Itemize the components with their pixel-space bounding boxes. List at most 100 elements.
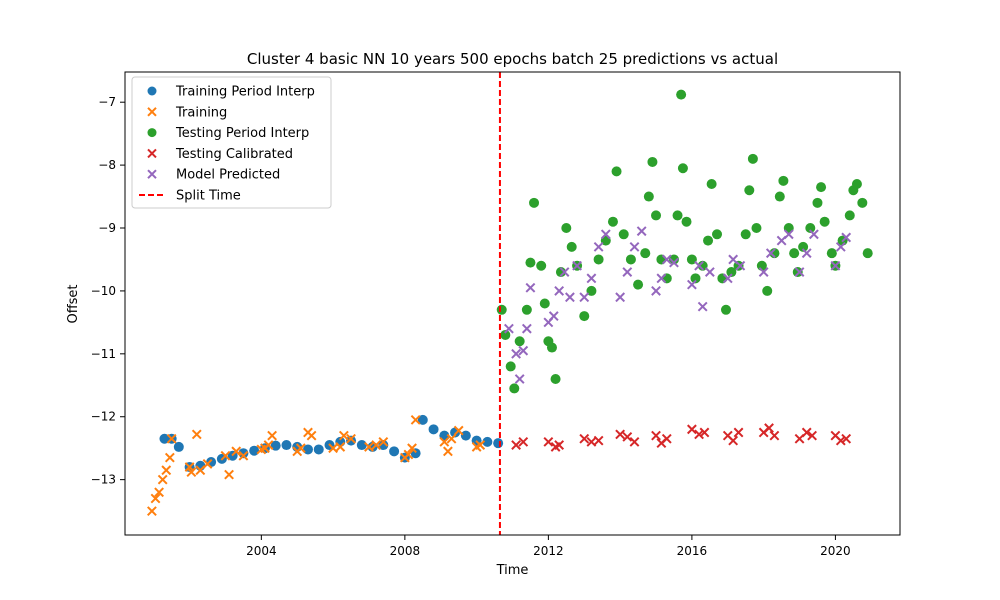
data-point <box>733 427 744 438</box>
data-point <box>792 267 803 278</box>
data-point <box>539 298 550 309</box>
data-point <box>364 442 374 452</box>
data-point <box>559 267 570 277</box>
data-point <box>328 443 339 454</box>
data-point <box>338 430 349 441</box>
data-point <box>521 304 532 315</box>
data-point <box>561 223 572 234</box>
data-point <box>694 260 704 271</box>
data-point <box>161 465 172 476</box>
data-point <box>514 374 525 384</box>
data-point <box>509 383 520 394</box>
legend-marker <box>147 107 157 117</box>
data-point <box>629 436 640 447</box>
data-point <box>529 197 540 208</box>
data-point <box>622 267 633 277</box>
axes-frame <box>124 71 901 536</box>
data-point <box>656 273 667 284</box>
legend-label: Model Predicted <box>176 168 280 183</box>
legend-marker <box>147 86 157 96</box>
data-point <box>808 229 819 240</box>
y-tick-label: −10 <box>91 284 116 298</box>
data-point <box>224 469 234 480</box>
y-tick-label: −8 <box>98 158 116 172</box>
data-point <box>720 304 731 315</box>
y-tick-label: −11 <box>91 347 116 361</box>
data-point <box>521 323 532 334</box>
data-point <box>669 257 679 268</box>
data-point <box>694 429 704 440</box>
data-point <box>686 279 697 290</box>
data-point <box>681 216 692 227</box>
data-point <box>238 448 249 459</box>
data-point <box>611 166 622 177</box>
data-point <box>647 156 658 167</box>
data-point <box>778 175 789 186</box>
data-point <box>844 210 855 221</box>
data-point <box>593 241 604 252</box>
data-point <box>851 178 862 189</box>
data-point <box>686 254 697 265</box>
data-point <box>835 435 846 446</box>
data-point <box>443 446 453 457</box>
axes: 2004 2008 2012 2016 2020 −13 −12 −11 −10 −9 −8 −7 <box>91 71 901 558</box>
data-point <box>762 285 773 296</box>
data-point <box>281 440 292 451</box>
data-point <box>593 254 604 265</box>
data-point <box>428 424 439 435</box>
data-point <box>173 441 184 452</box>
data-point <box>159 433 170 444</box>
data-point <box>356 440 367 451</box>
legend-label: Training <box>175 105 227 120</box>
data-point <box>789 248 800 259</box>
series-1 <box>147 414 486 517</box>
data-point <box>807 430 818 441</box>
data-point <box>740 229 751 240</box>
data-point <box>546 342 557 353</box>
data-point <box>586 436 597 447</box>
data-point <box>841 232 852 243</box>
data-point <box>460 430 471 441</box>
data-point <box>690 273 701 284</box>
series-3 <box>511 423 852 452</box>
data-point <box>249 445 260 456</box>
data-point <box>403 449 414 460</box>
data-point <box>346 435 357 446</box>
legend-label: Split Time <box>176 189 241 204</box>
data-point <box>154 487 164 498</box>
series-4 <box>504 226 852 384</box>
data-point <box>565 292 575 303</box>
legend-marker <box>147 169 157 179</box>
legend-label: Training Period Interp <box>175 85 315 100</box>
data-point <box>706 178 717 189</box>
data-point <box>346 433 356 444</box>
data-point <box>150 493 161 504</box>
y-tick-label: −9 <box>98 221 116 235</box>
data-point <box>744 185 755 196</box>
legend-marker <box>147 128 157 138</box>
data-point <box>157 474 168 485</box>
data-point <box>518 345 529 356</box>
data-point <box>579 311 590 322</box>
data-point <box>607 216 618 227</box>
data-point <box>600 229 611 240</box>
data-point <box>728 435 739 446</box>
x-tick-label: 2012 <box>533 544 564 558</box>
data-point <box>830 260 841 271</box>
data-point <box>220 450 231 461</box>
data-point <box>798 241 809 252</box>
data-point <box>164 452 175 463</box>
data-point <box>407 443 417 454</box>
data-point <box>371 440 382 450</box>
data-point <box>306 430 317 441</box>
data-point <box>186 467 197 477</box>
series-2 <box>496 89 873 394</box>
data-point <box>656 254 667 265</box>
data-point <box>857 197 868 208</box>
data-point <box>712 229 723 240</box>
data-point <box>751 223 762 234</box>
data-point <box>191 429 202 440</box>
data-point <box>625 254 636 265</box>
data-point <box>263 440 274 450</box>
data-point <box>504 323 514 334</box>
